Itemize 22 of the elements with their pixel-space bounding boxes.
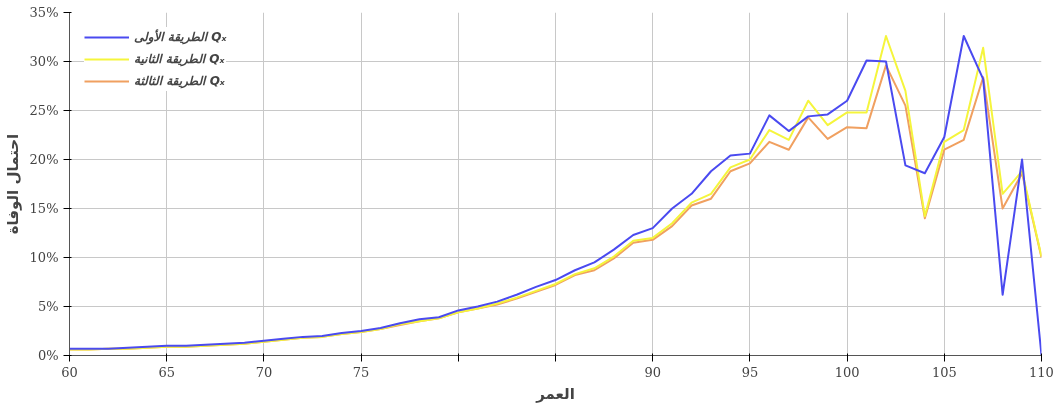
x-tick-label: 75 <box>352 364 370 380</box>
x-tick-label: 65 <box>158 364 175 380</box>
y-tick-label: 25% <box>29 103 59 118</box>
legend-label: الطريقة الأولى Qₓ <box>134 30 227 44</box>
y-tick-label: 10% <box>29 250 59 265</box>
x-tick-label: 110 <box>1029 364 1054 380</box>
x-tick-label: 100 <box>834 364 860 380</box>
legend-label: الطريقة الثالثة Qₓ <box>134 74 225 88</box>
y-axis-title: احتمال الوفاة <box>3 133 22 235</box>
x-tick-label: 60 <box>61 364 78 380</box>
y-tick-label: 0% <box>37 348 59 363</box>
y-tick-label: 5% <box>37 299 59 314</box>
legend-label: الطريقة الثانية Qₓ <box>134 52 225 66</box>
x-axis-title: العمر <box>535 384 575 403</box>
x-tick-label: 95 <box>741 364 759 380</box>
y-tick-label: 30% <box>29 54 59 69</box>
x-tick-label: 90 <box>644 364 661 380</box>
x-tick-label: 105 <box>931 364 957 380</box>
x-tick-label: 70 <box>255 364 273 380</box>
y-tick-label: 20% <box>29 152 59 167</box>
y-tick-label: 35% <box>29 5 59 20</box>
y-tick-label: 15% <box>29 201 59 216</box>
